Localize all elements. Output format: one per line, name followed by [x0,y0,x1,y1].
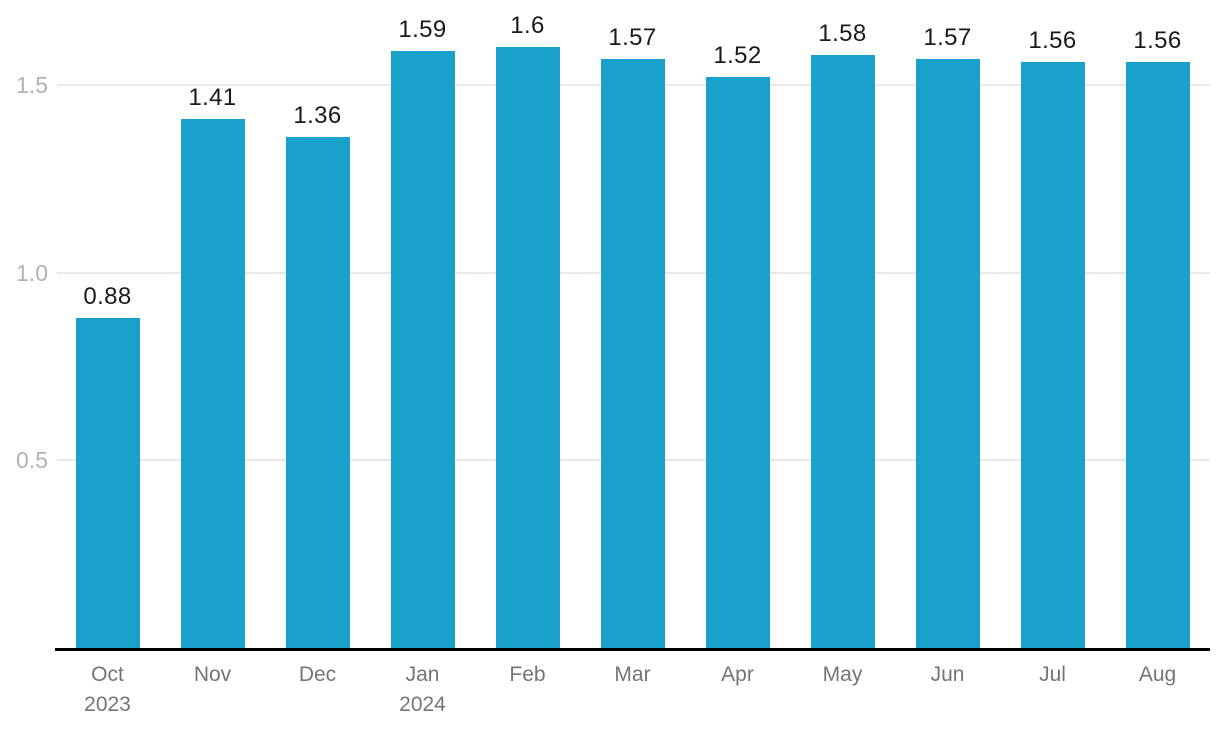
y-axis-tick-label: 1.0 [16,259,48,286]
y-axis-tick-label: 1.5 [16,71,48,98]
bar [495,47,560,648]
bar [285,137,350,648]
bar-value-label: 1.56 [1133,27,1182,55]
bar [915,58,980,648]
bar-slot: 1.57 [895,0,1000,648]
bar-slot: 1.57 [580,0,685,648]
bar [1125,62,1190,648]
x-axis-tick-label: Mar [580,660,685,720]
x-axis-tick-label: Jun [895,660,1000,720]
x-axis-tick-label: Feb [475,660,580,720]
bar [600,58,665,648]
x-axis-tick-label: May [790,660,895,720]
bar-slot: 1.36 [265,0,370,648]
bar-value-label: 1.58 [818,19,867,47]
month-label: May [822,663,863,686]
bar [705,77,770,648]
month-label: Apr [721,663,754,686]
bar-value-label: 1.36 [293,102,342,130]
month-label: Jun [930,663,965,686]
x-axis-line [55,648,1210,651]
x-axis-tick-label: Oct 2023 [55,660,160,720]
month-label: Oct [91,663,124,686]
x-axis-labels: Oct 2023 Nov Dec Jan 2024 Feb Mar Apr May Jun Jul Au… [55,660,1210,720]
x-axis-tick-label: Jan 2024 [370,660,475,720]
bar-slot: 1.41 [160,0,265,648]
bar-value-label: 1.52 [713,42,762,70]
bar-slot: 1.6 [475,0,580,648]
bar-value-label: 1.6 [510,12,545,40]
bar-slot: 1.58 [790,0,895,648]
month-label: Feb [509,663,546,686]
x-axis-tick-label: Apr [685,660,790,720]
x-axis-tick-label: Jul [1000,660,1105,720]
bar-slot: 0.88 [55,0,160,648]
bar-slot: 1.56 [1000,0,1105,648]
year-label: 2023 [84,693,131,716]
bar [180,118,245,648]
x-axis-tick-label: Dec [265,660,370,720]
bar-value-label: 1.56 [1028,27,1077,55]
bar [390,51,455,648]
bar-slot: 1.52 [685,0,790,648]
year-label: 2024 [399,693,446,716]
bar [1020,62,1085,648]
month-label: Jan [405,663,440,686]
bar [810,54,875,648]
month-label: Mar [614,663,651,686]
bar [75,317,140,648]
bar-value-label: 1.57 [923,23,972,51]
month-label: Nov [193,663,232,686]
month-label: Jul [1039,663,1066,686]
month-label: Aug [1138,663,1177,686]
month-label: Dec [298,663,337,686]
bar-value-label: 0.88 [83,282,132,310]
bar-slot: 1.56 [1105,0,1210,648]
bar-value-label: 1.59 [398,16,447,44]
bar-value-label: 1.57 [608,23,657,51]
bar-value-label: 1.41 [188,83,237,111]
x-axis-tick-label: Aug [1105,660,1210,720]
y-axis-tick-label: 0.5 [16,447,48,474]
bars-area: 0.88 1.41 1.36 1.59 1.6 1.57 1.52 1.58 1.57 1.56 1… [55,0,1210,648]
bar-slot: 1.59 [370,0,475,648]
x-axis-tick-label: Nov [160,660,265,720]
